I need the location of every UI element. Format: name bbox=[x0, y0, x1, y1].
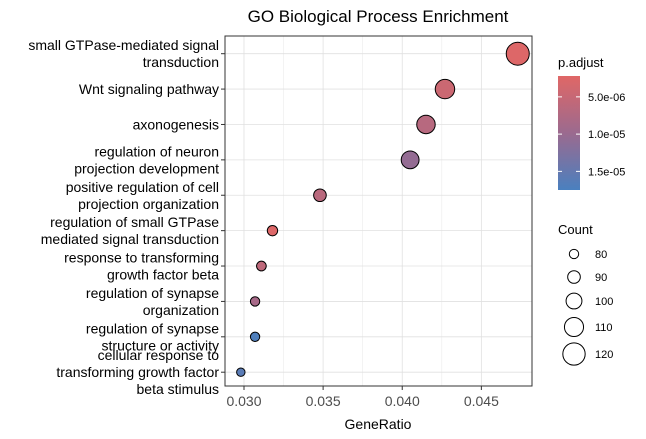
size-legend-label: 100 bbox=[595, 296, 613, 308]
data-point bbox=[249, 296, 261, 307]
color-legend-label: 5.0e-06 bbox=[588, 92, 625, 104]
y-tick-label: regulation of synapse structure or activi… bbox=[86, 320, 219, 353]
size-legend-title: Count bbox=[558, 222, 593, 237]
y-tick-label: positive regulation of cell projection or… bbox=[66, 179, 219, 212]
color-legend-label: 1.5e-05 bbox=[588, 166, 625, 178]
size-legend-key bbox=[563, 316, 585, 338]
plot-area: 0.030 0.035 0.040 0.045 small GTPase-mediate… bbox=[28, 35, 533, 409]
size-legend-label: 90 bbox=[595, 272, 607, 284]
color-legend-label: 1.0e-05 bbox=[588, 129, 625, 141]
chart-title: GO Biological Process Enrichment bbox=[248, 7, 509, 26]
y-tick-label: response to transforming growth factor be… bbox=[64, 250, 219, 283]
data-point bbox=[416, 114, 436, 135]
y-tick-label: axonogenesis bbox=[133, 116, 219, 132]
size-legend-key bbox=[562, 342, 586, 366]
y-tick-label: regulation of small GTPase mediated signa… bbox=[41, 214, 219, 247]
x-tick-label: 0.035 bbox=[306, 393, 341, 409]
y-tick-label: regulation of neuron projection developme… bbox=[74, 143, 219, 176]
size-legend-key bbox=[567, 270, 581, 284]
size-legend-key bbox=[565, 292, 583, 310]
data-point bbox=[266, 224, 279, 237]
y-tick-label: Wnt signaling pathway bbox=[79, 81, 219, 97]
data-point bbox=[434, 78, 456, 100]
x-tick-label: 0.040 bbox=[385, 393, 420, 409]
data-point bbox=[313, 188, 327, 203]
data-point bbox=[256, 260, 267, 272]
color-legend: p.adjust 5.0e-06 1.0e-05 1.5e-05 bbox=[558, 55, 625, 190]
size-legend-label: 120 bbox=[595, 349, 613, 361]
y-tick-label: regulation of synapse organization bbox=[86, 285, 219, 318]
size-legend-label: 110 bbox=[595, 322, 613, 334]
x-axis-title: GeneRatio bbox=[345, 416, 412, 432]
y-tick-label: small GTPase-mediated signal transduction bbox=[28, 37, 219, 70]
size-legend-key bbox=[568, 248, 580, 260]
x-tick-label: 0.045 bbox=[464, 393, 499, 409]
data-point bbox=[236, 367, 246, 377]
panel-border bbox=[224, 35, 533, 387]
color-bar bbox=[558, 76, 580, 190]
size-legend-label: 80 bbox=[595, 249, 607, 261]
color-legend-title: p.adjust bbox=[558, 55, 604, 70]
x-tick-label: 0.030 bbox=[226, 393, 261, 409]
y-tick-label: cellular response to transforming growth … bbox=[56, 347, 219, 397]
data-point bbox=[505, 41, 530, 66]
data-point bbox=[400, 150, 420, 170]
data-point bbox=[249, 331, 261, 342]
